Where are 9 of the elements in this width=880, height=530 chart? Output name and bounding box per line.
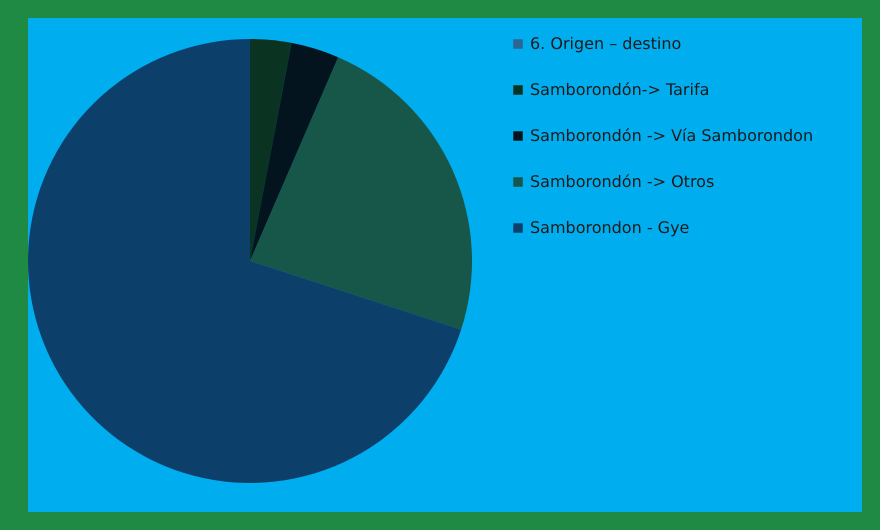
legend-label: Samborondón -> Vía Samborondon [530, 126, 814, 145]
legend-label: 6. Origen – destino [530, 34, 682, 53]
legend-label: Samborondón-> Tarifa [530, 80, 710, 99]
legend-label: Samborondon - Gye [530, 218, 690, 237]
pie-slice [250, 39, 292, 261]
pie-slice [250, 42, 338, 261]
pie-slice [28, 39, 462, 483]
legend-label: Samborondón -> Otros [530, 172, 714, 191]
pie-slice [250, 57, 472, 330]
